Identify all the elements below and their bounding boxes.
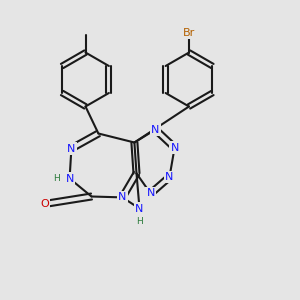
Text: O: O [40, 199, 49, 209]
Text: N: N [170, 142, 179, 153]
Text: N: N [135, 203, 144, 214]
Text: N: N [118, 192, 127, 203]
Text: H: H [53, 174, 60, 183]
Text: N: N [151, 124, 160, 135]
Text: Br: Br [183, 28, 195, 38]
Text: N: N [146, 188, 155, 199]
Text: N: N [67, 143, 76, 154]
Text: H: H [136, 217, 143, 226]
Text: N: N [65, 173, 74, 184]
Text: N: N [165, 172, 174, 182]
